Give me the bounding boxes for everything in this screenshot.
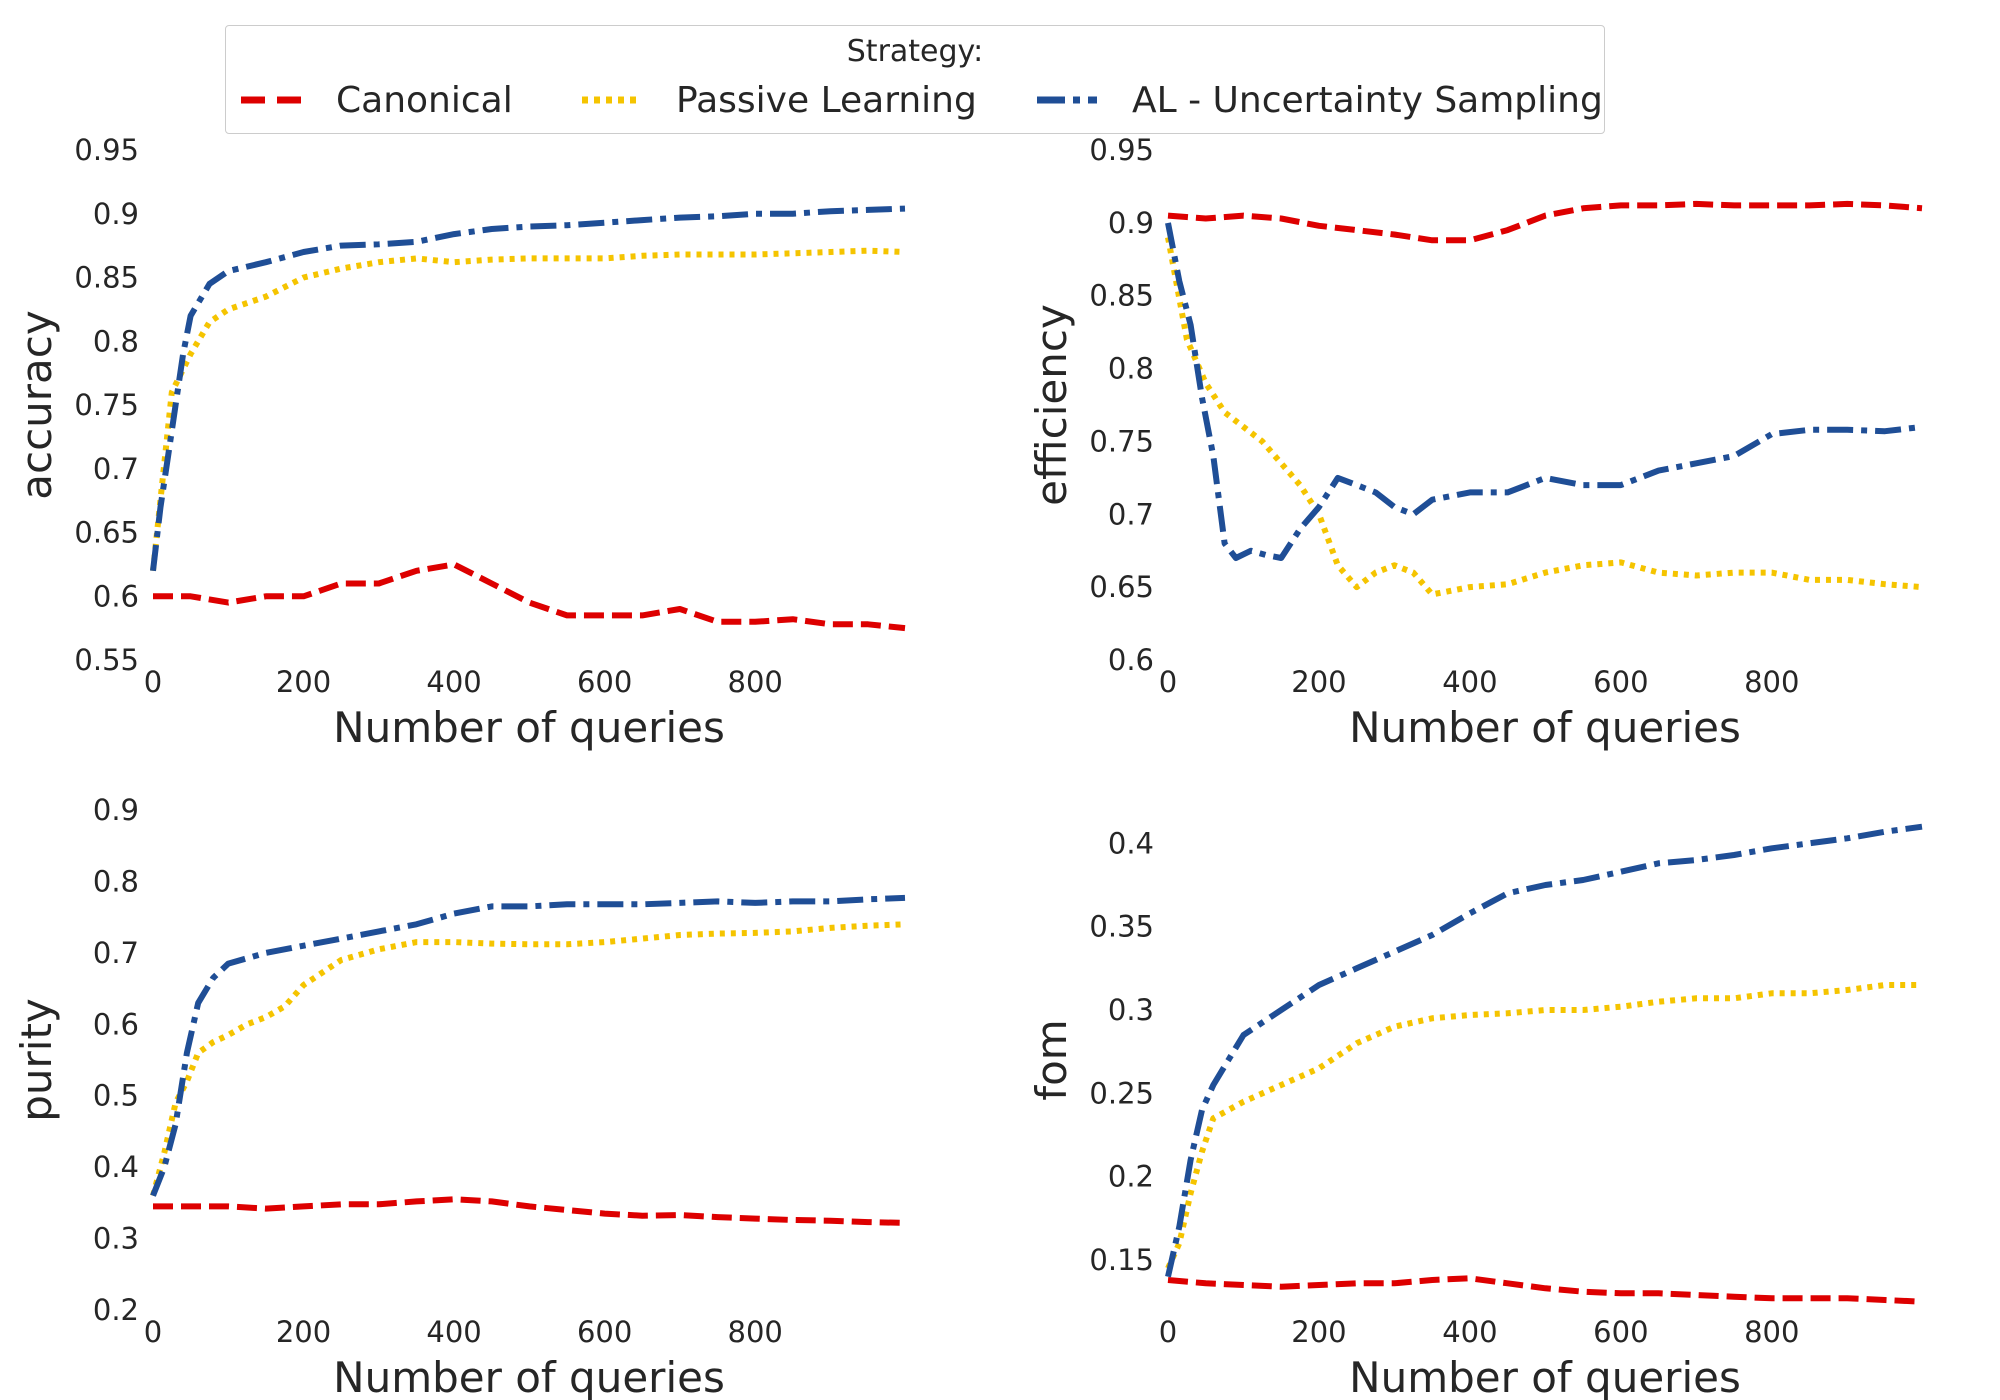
ytick-label: 0.4 xyxy=(93,1150,139,1184)
ytick-label: 0.6 xyxy=(93,579,139,613)
xtick-label: 400 xyxy=(1442,665,1497,699)
ytick-label: 0.75 xyxy=(74,388,139,422)
series-line-al-uncertainty-sampling xyxy=(1165,222,1923,561)
legend: Strategy: Canonical Passive Learning AL … xyxy=(225,25,1605,134)
xtick-label: 0 xyxy=(1159,1315,1177,1349)
ytick-label: 0.6 xyxy=(93,1007,139,1041)
xtick-label: 200 xyxy=(1291,665,1346,699)
ytick-label: 0.5 xyxy=(93,1079,139,1113)
panel-purity: 0.2 0.3 0.4 0.5 0.6 0.7 0.8 0.9 0 200 400 600 800Num… xyxy=(12,793,906,1400)
ytick-label: 0.65 xyxy=(1089,570,1154,604)
legend-label-passive-learning: Passive Learning xyxy=(676,79,977,121)
xtick-label: 200 xyxy=(276,665,331,699)
ytick-label: 0.85 xyxy=(1089,279,1154,313)
y-axis-label: efficiency xyxy=(1027,304,1076,506)
xtick-label: 600 xyxy=(1593,1315,1648,1349)
ytick-label: 0.9 xyxy=(1108,206,1154,240)
ytick-label: 0.95 xyxy=(1089,133,1154,167)
series-line-al-uncertainty-sampling xyxy=(1165,823,1923,1278)
ytick-label: 0.35 xyxy=(1089,910,1154,944)
ytick-label: 0.7 xyxy=(93,452,139,486)
xtick-label: 600 xyxy=(577,1315,632,1349)
legend-swatch-passive-learning xyxy=(582,96,641,104)
legend-item-canonical: Canonical xyxy=(240,78,513,122)
series-line-passive-learning xyxy=(150,247,906,572)
series-line-passive-learning xyxy=(150,921,906,1197)
legend-label-canonical: Canonical xyxy=(336,79,513,121)
legend-title: Strategy: xyxy=(846,34,984,69)
ytick-label: 0.55 xyxy=(74,643,139,677)
xtick-label: 0 xyxy=(144,665,162,699)
legend-item-passive-learning: Passive Learning xyxy=(580,78,977,122)
ytick-label: 0.6 xyxy=(1108,643,1154,677)
xtick-label: 600 xyxy=(1593,665,1648,699)
ytick-label: 0.7 xyxy=(1108,497,1154,531)
ytick-label: 0.25 xyxy=(1089,1076,1154,1110)
x-axis-label: Number of queries xyxy=(333,1353,725,1400)
series-line-al-uncertainty-sampling xyxy=(150,894,906,1197)
y-axis-label: fom xyxy=(1027,1019,1076,1100)
ytick-label: 0.8 xyxy=(1108,352,1154,386)
series-line-al-uncertainty-sampling xyxy=(150,205,906,572)
legend-label-al-uncertainty-sampling: AL - Uncertainty Sampling xyxy=(1132,79,1603,121)
xtick-label: 200 xyxy=(276,1315,331,1349)
series-line-passive-learning xyxy=(1165,236,1923,598)
xtick-label: 800 xyxy=(728,1315,783,1349)
series-line-passive-learning xyxy=(1165,982,1922,1270)
legend-swatch-al-uncertainty-sampling xyxy=(1037,96,1097,104)
panel-accuracy: 0.55 0.6 0.65 0.7 0.75 0.8 0.85 0.9 0.95 0 200 400 6… xyxy=(12,133,906,752)
xtick-label: 800 xyxy=(1744,1315,1799,1349)
ytick-label: 0.9 xyxy=(93,197,139,231)
x-axis-label: Number of queries xyxy=(333,703,725,752)
xtick-label: 400 xyxy=(1442,1315,1497,1349)
ytick-label: 0.8 xyxy=(93,324,139,358)
ytick-label: 0.85 xyxy=(74,261,139,295)
xtick-label: 0 xyxy=(1159,665,1177,699)
ytick-label: 0.9 xyxy=(93,793,139,827)
ytick-label: 0.3 xyxy=(93,1222,139,1256)
xtick-label: 800 xyxy=(1744,665,1799,699)
series-line-canonical xyxy=(153,561,906,632)
ytick-label: 0.2 xyxy=(93,1293,139,1327)
ytick-label: 0.2 xyxy=(1108,1160,1154,1194)
series-line-canonical xyxy=(1167,1275,1923,1305)
xtick-label: 200 xyxy=(1291,1315,1346,1349)
y-axis-label: accuracy xyxy=(12,310,61,500)
xtick-label: 400 xyxy=(426,665,481,699)
xtick-label: 400 xyxy=(426,1315,481,1349)
panel-efficiency: 0.6 0.65 0.7 0.75 0.8 0.85 0.9 0.95 0 200 400 600 80… xyxy=(1027,133,1923,752)
ytick-label: 0.65 xyxy=(74,516,139,550)
ytick-label: 0.7 xyxy=(93,936,139,970)
legend-swatch-canonical xyxy=(241,96,301,104)
y-axis-label: purity xyxy=(12,998,61,1122)
legend-item-al-uncertainty-sampling: AL - Uncertainty Sampling xyxy=(1036,78,1603,122)
ytick-label: 0.75 xyxy=(1089,424,1154,458)
series-line-canonical xyxy=(153,1196,906,1226)
ytick-label: 0.15 xyxy=(1089,1243,1154,1277)
x-axis-label: Number of queries xyxy=(1349,1353,1741,1400)
xtick-label: 800 xyxy=(728,665,783,699)
ytick-label: 0.3 xyxy=(1108,993,1154,1027)
ytick-label: 0.95 xyxy=(74,133,139,167)
xtick-label: 0 xyxy=(144,1315,162,1349)
series-line-canonical xyxy=(1167,200,1923,244)
xtick-label: 600 xyxy=(577,665,632,699)
ytick-label: 0.4 xyxy=(1108,826,1154,860)
panel-fom: 0.15 0.2 0.25 0.3 0.35 0.4 0 200 400 600 800Number… xyxy=(1027,823,1923,1400)
ytick-label: 0.8 xyxy=(93,864,139,898)
x-axis-label: Number of queries xyxy=(1349,703,1741,752)
